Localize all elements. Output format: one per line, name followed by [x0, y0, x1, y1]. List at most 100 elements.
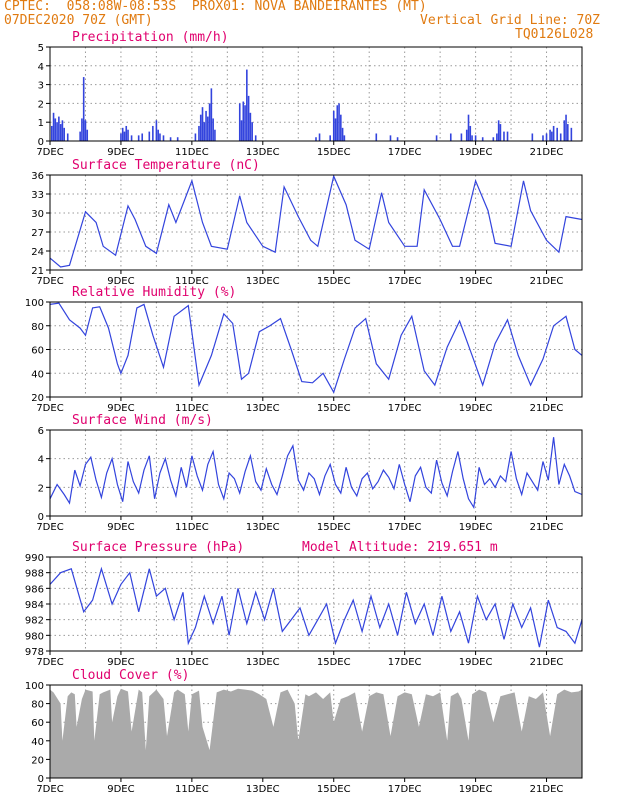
x-tick-label: 7DEC — [36, 276, 63, 287]
x-tick-label: 9DEC — [107, 403, 134, 414]
y-tick-label: 100 — [25, 681, 44, 692]
precip-bar — [212, 118, 214, 141]
precip-bar — [499, 124, 502, 141]
precip-bar — [79, 131, 81, 141]
precip-bar — [203, 122, 206, 141]
precip-bar — [240, 120, 243, 141]
precip-bar — [125, 125, 128, 141]
x-tick-label: 11DEC — [175, 403, 209, 414]
y-tick-label: 40 — [31, 369, 44, 380]
precip-bar — [551, 131, 553, 141]
x-tick-label: 9DEC — [107, 657, 134, 668]
x-tick-label: 19DEC — [459, 784, 493, 795]
y-tick-label: 0 — [38, 774, 44, 785]
panel-3: 20 40 60 80 100 7DEC 9DEC 11DEC 13DEC 15DEC 17DEC 1… — [25, 285, 583, 414]
y-tick-label: 36 — [31, 171, 44, 182]
x-tick-label: 9DEC — [107, 147, 134, 158]
panel-4: 0 2 4 6 7DEC 9DEC 11DEC 13DEC 15DEC 17DEC 19DEC 21D… — [36, 413, 583, 533]
precip-bar — [242, 101, 245, 141]
precip-bar — [567, 124, 569, 141]
precip-bar — [244, 105, 246, 141]
precip-bar — [246, 69, 248, 141]
series-line — [49, 174, 583, 268]
precip-bar — [249, 112, 252, 141]
x-tick-label: 7DEC — [36, 784, 63, 795]
precip-bar — [56, 122, 58, 141]
x-tick-label: 15DEC — [317, 657, 351, 668]
y-tick-label: 5 — [38, 43, 44, 54]
precip-bar — [127, 129, 129, 141]
precip-bar — [176, 137, 179, 141]
precip-bar — [254, 135, 257, 141]
panel-title: Relative Humidity (%) — [72, 285, 236, 300]
panel-frame — [49, 301, 583, 398]
model-code: TQ0126L028 — [515, 27, 594, 42]
x-tick-label: 15DEC — [317, 403, 351, 414]
precip-bar — [565, 114, 567, 141]
station-header: CPTEC: 058:08W-08:53S PROX01: NOVA BANDE… — [4, 0, 427, 14]
precip-bar — [435, 135, 438, 141]
x-tick-label: 19DEC — [459, 522, 493, 533]
precip-bar — [469, 125, 472, 141]
precip-bar — [52, 112, 55, 141]
panel-frame — [49, 174, 583, 271]
precip-bar — [59, 124, 62, 141]
precip-bar — [198, 125, 200, 141]
precip-bar — [474, 135, 477, 141]
precip-bar — [343, 135, 346, 141]
precip-bar — [205, 110, 207, 141]
precip-bar — [214, 129, 216, 141]
precip-bar — [341, 127, 344, 141]
panel-frame — [49, 429, 583, 517]
panel-title: Surface Wind (m/s) — [72, 413, 213, 428]
y-tick-label: 80 — [31, 322, 44, 333]
x-tick-label: 17DEC — [388, 784, 422, 795]
x-tick-label: 21DEC — [530, 784, 564, 795]
precip-bar — [201, 107, 204, 141]
precip-bar — [556, 127, 558, 141]
y-tick-label: 982 — [25, 616, 44, 627]
x-tick-label: 17DEC — [388, 403, 422, 414]
grid-line-note: Vertical Grid Line: 70Z — [420, 13, 601, 28]
precip-bar — [549, 129, 551, 141]
precip-bar — [315, 137, 317, 141]
y-tick-label: 20 — [31, 393, 44, 404]
precip-bar — [50, 125, 53, 141]
panel-title: Surface Temperature (nC) — [72, 158, 260, 173]
precip-bar — [467, 114, 470, 141]
series-line — [49, 437, 583, 510]
y-tick-label: 60 — [31, 718, 44, 729]
precip-bar — [251, 122, 253, 141]
panel-1: 0 1 2 3 4 5 7DEC 9DEC 11DEC 13DEC 15DEC 17DEC 19DEC 2… — [36, 30, 583, 158]
precip-bar — [375, 133, 378, 141]
precip-bar — [465, 129, 468, 141]
precip-bar — [81, 118, 83, 141]
precip-bar — [162, 135, 165, 141]
x-tick-label: 9DEC — [107, 276, 134, 287]
precip-bar — [210, 88, 213, 141]
precip-bar — [123, 131, 126, 141]
y-tick-label: 1 — [38, 118, 44, 129]
panel-frame — [49, 684, 583, 779]
precip-bar — [334, 118, 337, 141]
y-tick-label: 2 — [38, 99, 44, 110]
y-tick-label: 21 — [31, 266, 44, 277]
y-tick-label: 33 — [31, 190, 44, 201]
y-tick-label: 40 — [31, 737, 44, 748]
precip-bar — [340, 114, 342, 141]
panel-2: 21 24 27 30 33 36 7DEC 9DEC 11DEC 13DEC 15DEC 17DEC… — [31, 158, 583, 287]
x-tick-label: 19DEC — [459, 276, 493, 287]
forecast-date: 07DEC2020 70Z (GMT) — [4, 13, 153, 28]
panel-frame — [49, 46, 583, 142]
x-tick-label: 21DEC — [530, 657, 564, 668]
x-tick-label: 19DEC — [459, 657, 493, 668]
precip-bar — [542, 135, 544, 141]
panel-title: Surface Pressure (hPa) — [72, 540, 244, 555]
series-line — [49, 302, 583, 394]
precip-bar — [492, 137, 495, 141]
y-tick-label: 24 — [31, 247, 44, 258]
y-tick-label: 27 — [31, 228, 44, 239]
y-tick-label: 990 — [25, 553, 44, 564]
x-tick-label: 21DEC — [530, 522, 564, 533]
precip-bar — [58, 116, 60, 141]
